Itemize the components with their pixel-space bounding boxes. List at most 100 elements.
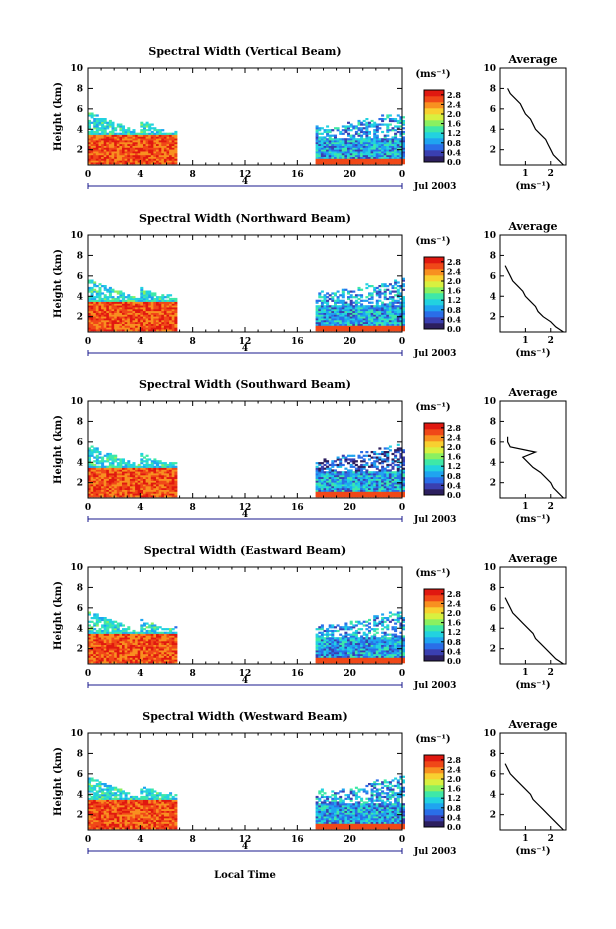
heatmap-cell <box>98 154 102 157</box>
heatmap-cell <box>368 285 371 288</box>
heatmap-cell <box>328 318 332 321</box>
heatmap-cell <box>328 153 332 156</box>
heatmap-cell <box>127 473 131 476</box>
heatmap-cell <box>341 307 345 310</box>
heatmap-cell <box>344 486 348 489</box>
heatmap-cell <box>315 147 319 150</box>
heatmap-cell <box>90 657 94 660</box>
heatmap-cell <box>388 489 392 492</box>
heatmap-cell <box>394 493 398 496</box>
heatmap-cell <box>108 314 112 317</box>
heatmap-cell <box>328 140 332 143</box>
heatmap-cell <box>90 116 94 119</box>
heatmap-cell <box>98 323 102 326</box>
heatmap-cell <box>402 277 405 280</box>
heatmap-cell <box>111 480 115 483</box>
heatmap-cell <box>163 303 167 306</box>
heatmap-cell <box>394 460 398 463</box>
heatmap-cell <box>362 329 366 332</box>
heatmap-cell <box>315 305 319 308</box>
heatmap-cell <box>103 147 107 150</box>
heatmap-cell <box>339 476 343 479</box>
heatmap-cell <box>108 310 112 313</box>
heatmap-cell <box>391 297 395 301</box>
heatmap-cell <box>331 489 335 492</box>
heatmap-cell <box>339 160 343 163</box>
heatmap-cell <box>90 279 94 282</box>
heatmap-cell <box>148 650 152 653</box>
heatmap-cell <box>161 303 165 306</box>
heatmap-cell <box>95 143 99 146</box>
heatmap-cell <box>106 318 110 321</box>
heatmap-cell <box>143 323 146 326</box>
heatmap-cell <box>135 661 139 664</box>
heatmap-cell <box>357 489 361 492</box>
heatmap-cell <box>378 471 382 474</box>
heatmap-cell <box>354 327 358 330</box>
heatmap-cell <box>135 640 139 644</box>
heatmap-cell <box>108 325 112 328</box>
heatmap-cell <box>122 127 125 130</box>
heatmap-cell <box>352 154 356 157</box>
heatmap-cell <box>362 454 366 457</box>
heatmap-cell <box>88 119 91 123</box>
heatmap-cell <box>124 301 128 304</box>
heatmap-cell <box>349 147 353 150</box>
heatmap-cell <box>373 325 377 328</box>
heatmap-cell <box>339 489 343 492</box>
heatmap-cell <box>402 145 405 148</box>
heatmap-cell <box>145 635 149 638</box>
heatmap-cell <box>116 151 120 154</box>
heatmap-cell <box>323 305 327 308</box>
heatmap-cell <box>163 463 167 467</box>
heatmap-cell <box>161 482 165 485</box>
heatmap-cell <box>132 635 136 638</box>
heatmap-cell <box>323 297 327 301</box>
heatmap-cell <box>111 495 115 498</box>
heatmap-cell <box>394 283 398 286</box>
heatmap-cell <box>323 325 327 328</box>
heatmap-cell <box>323 474 327 478</box>
profile-frame <box>499 400 567 499</box>
heatmap-cell <box>116 482 120 485</box>
colorbar-tick-label: 2.4 <box>447 432 461 442</box>
heatmap-cell <box>153 323 157 326</box>
heatmap-cell <box>95 123 99 126</box>
heatmap-cell <box>315 329 319 332</box>
heatmap-cell <box>98 487 102 490</box>
heatmap-cell <box>394 476 398 479</box>
heatmap-cell <box>88 644 91 647</box>
heatmap-cell <box>336 476 340 479</box>
heatmap-cell <box>150 637 154 640</box>
heatmap-cell <box>336 487 340 490</box>
heatmap-cell <box>156 130 159 134</box>
heatmap-cell <box>334 149 337 152</box>
heatmap-cell <box>161 160 165 163</box>
heatmap-cell <box>399 487 403 490</box>
heatmap-cell <box>137 646 141 649</box>
heatmap-cell <box>158 305 162 308</box>
heatmap-cell <box>339 153 343 156</box>
heatmap-cell <box>143 652 146 655</box>
heatmap-cell <box>111 458 115 461</box>
heatmap-cell <box>334 469 337 472</box>
day-marker: 4 <box>242 344 248 354</box>
heatmap-cell <box>137 321 141 324</box>
heatmap-cell <box>386 140 390 143</box>
heatmap-cell <box>391 316 395 319</box>
heatmap-cell <box>339 486 343 489</box>
heatmap-cell <box>103 125 107 128</box>
heatmap-cell <box>127 642 131 645</box>
heatmap-cell <box>402 119 405 123</box>
heatmap-cell <box>119 132 123 135</box>
heatmap-cell <box>143 478 146 481</box>
heatmap-cell <box>161 296 165 299</box>
heatmap-cell <box>90 620 94 623</box>
heatmap-cell <box>101 491 105 494</box>
heatmap-cell <box>341 294 345 297</box>
heatmap-cell <box>347 297 350 301</box>
heatmap-cell <box>331 462 335 465</box>
heatmap-cell <box>339 318 343 321</box>
heatmap-cell <box>90 323 94 326</box>
heatmap-cell <box>328 136 332 139</box>
